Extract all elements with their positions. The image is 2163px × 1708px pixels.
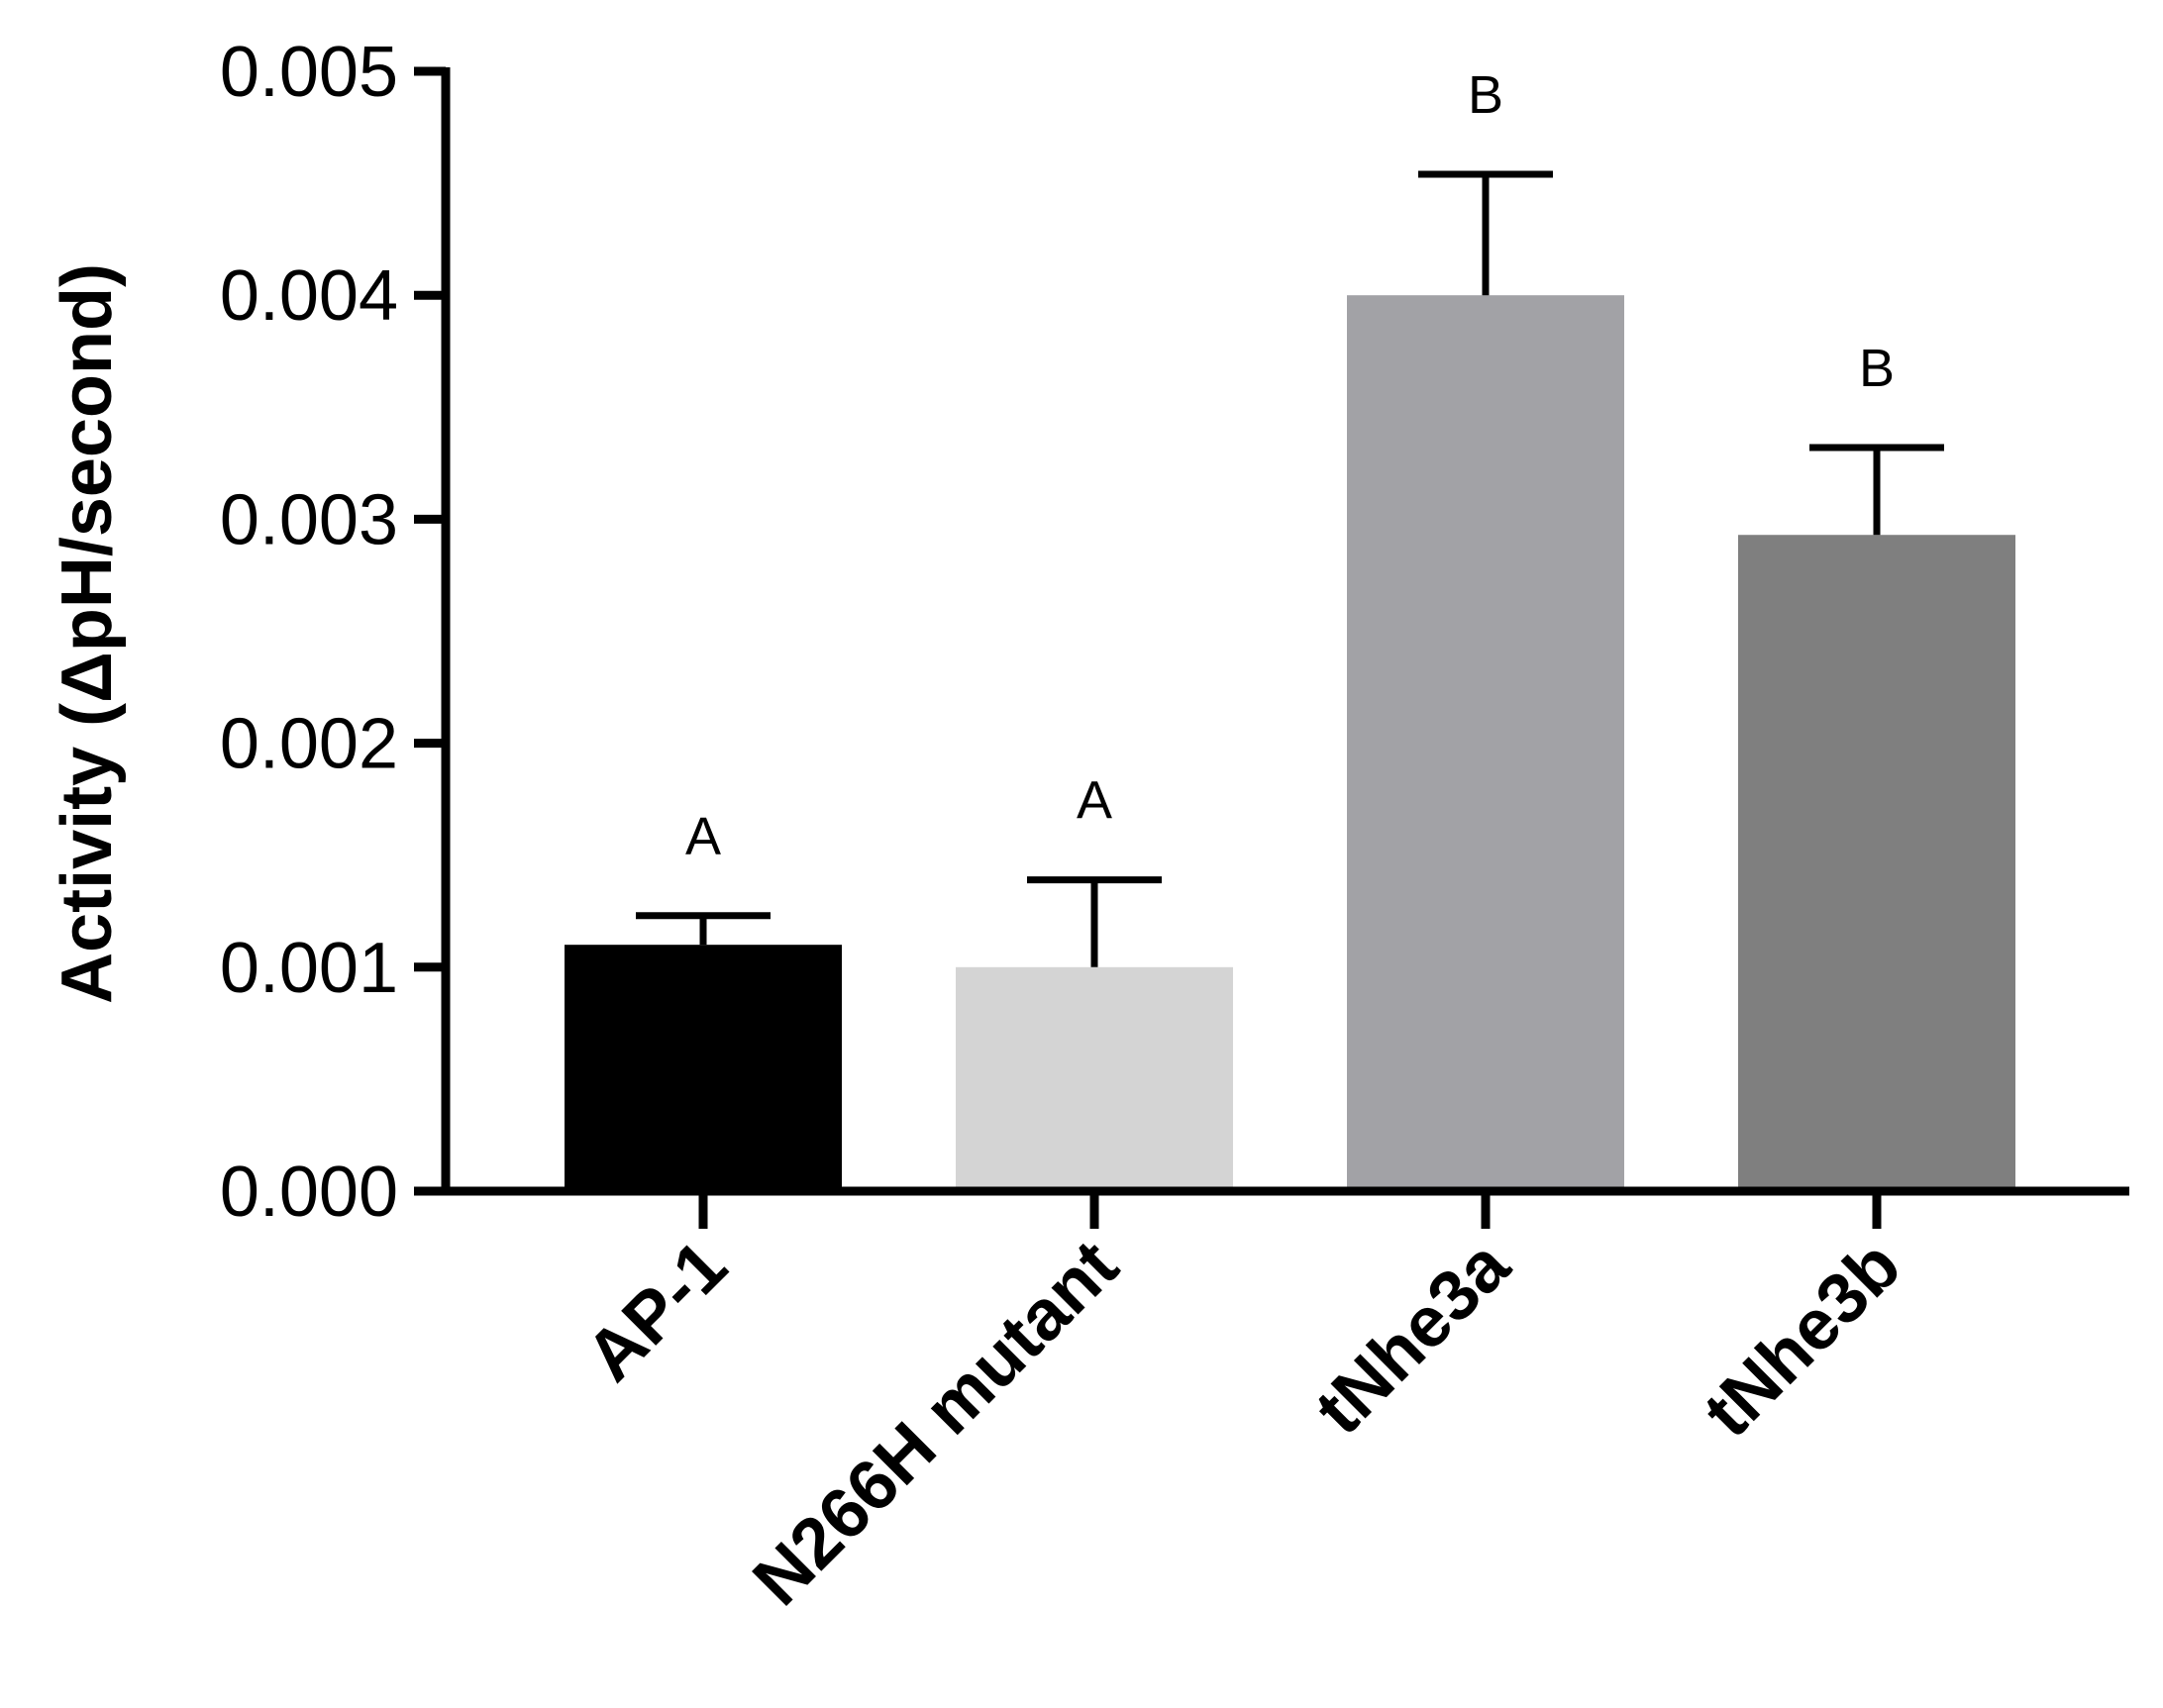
y-tick-label-5: 0.005 bbox=[220, 33, 398, 112]
significance-label-3: B bbox=[1859, 339, 1895, 398]
bars-group bbox=[565, 295, 2015, 1191]
significance-label-0: A bbox=[685, 807, 721, 866]
y-axis-label: Activity (ΔpH/second) bbox=[48, 263, 127, 1004]
bar-0 bbox=[565, 945, 842, 1191]
significance-labels-group: A A B B bbox=[685, 65, 1895, 866]
bar-1 bbox=[956, 966, 1233, 1191]
axes-group bbox=[441, 67, 2129, 1196]
y-tick-label-1: 0.001 bbox=[220, 929, 398, 1008]
y-tick-label-0: 0.000 bbox=[220, 1153, 398, 1232]
y-tick-label-4: 0.004 bbox=[220, 256, 398, 336]
x-tick-label-2: tNhe3a bbox=[1300, 1225, 1525, 1450]
significance-label-1: A bbox=[1077, 771, 1112, 831]
bar-3 bbox=[1738, 535, 2015, 1191]
y-ticks-group: 0.000 0.001 0.002 0.003 0.004 0.005 bbox=[220, 33, 446, 1232]
bar-2 bbox=[1347, 295, 1624, 1191]
significance-label-2: B bbox=[1468, 65, 1503, 125]
error-bars-group bbox=[636, 170, 1944, 967]
y-tick-label-2: 0.002 bbox=[220, 705, 398, 784]
y-tick-label-3: 0.003 bbox=[220, 480, 398, 559]
x-tick-label-3: tNhe3b bbox=[1689, 1226, 1915, 1453]
x-tick-label-0: AP-1 bbox=[571, 1226, 743, 1397]
x-tick-label-1: N266H mutant bbox=[738, 1226, 1133, 1621]
